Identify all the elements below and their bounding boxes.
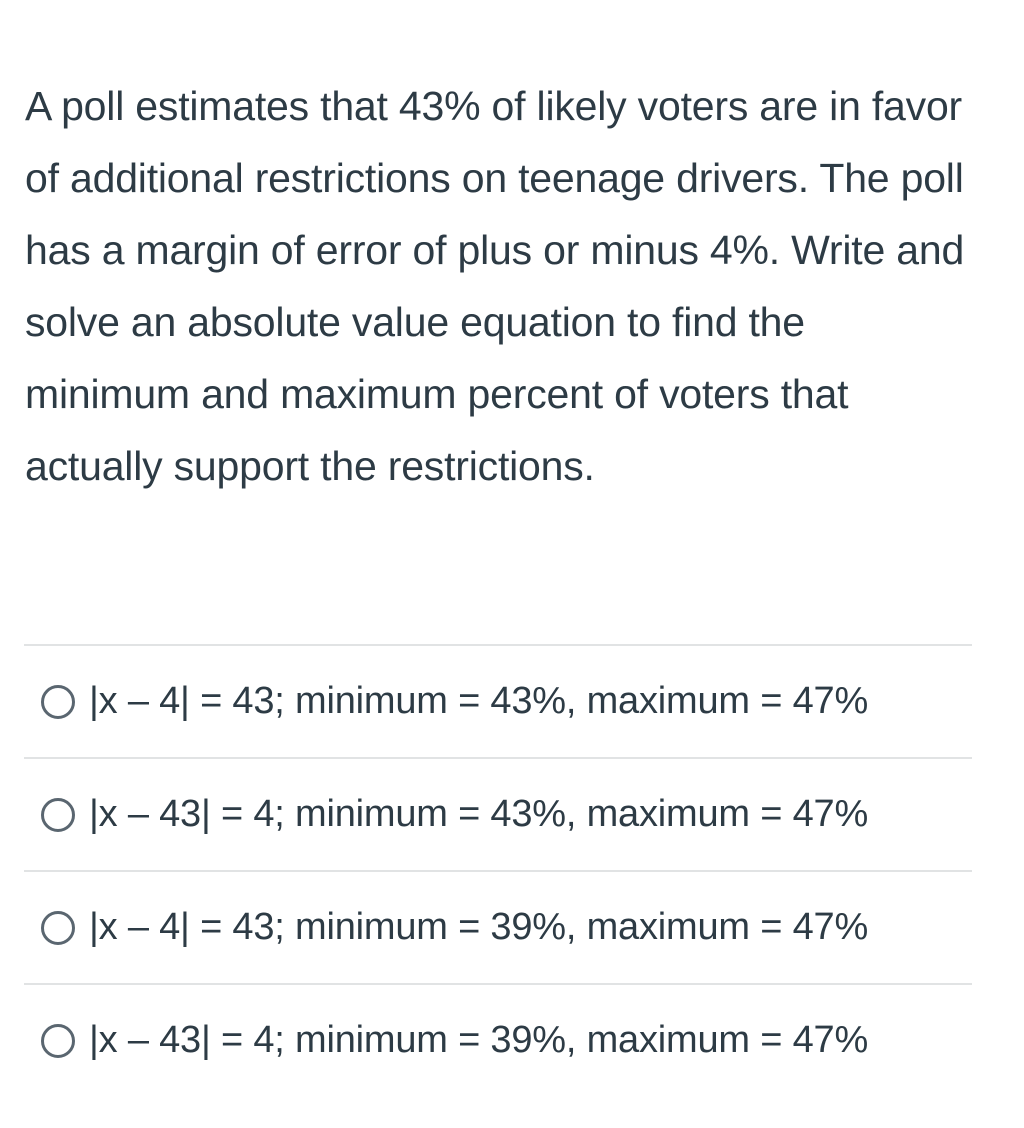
answer-label: |x – 43| = 4; minimum = 39%, maximum = 4… — [89, 1019, 869, 1061]
answer-label: |x – 43| = 4; minimum = 43%, maximum = 4… — [89, 793, 869, 835]
radio-unchecked-icon[interactable] — [41, 1023, 75, 1058]
answer-option-3[interactable]: |x – 4| = 43; minimum = 39%, maximum = 4… — [24, 870, 972, 983]
answer-label: |x – 4| = 43; minimum = 43%, maximum = 4… — [89, 680, 869, 722]
answer-label: |x – 4| = 43; minimum = 39%, maximum = 4… — [89, 906, 869, 948]
radio-unchecked-icon[interactable] — [41, 797, 75, 832]
radio-unchecked-icon[interactable] — [41, 910, 75, 945]
answer-option-2[interactable]: |x – 43| = 4; minimum = 43%, maximum = 4… — [24, 757, 972, 870]
answer-list: |x – 4| = 43; minimum = 43%, maximum = 4… — [24, 644, 972, 1096]
answer-option-4[interactable]: |x – 43| = 4; minimum = 39%, maximum = 4… — [24, 983, 972, 1096]
question-text: A poll estimates that 43% of likely vote… — [25, 83, 965, 489]
radio-unchecked-icon[interactable] — [41, 684, 75, 719]
answer-option-1[interactable]: |x – 4| = 43; minimum = 43%, maximum = 4… — [24, 644, 972, 757]
